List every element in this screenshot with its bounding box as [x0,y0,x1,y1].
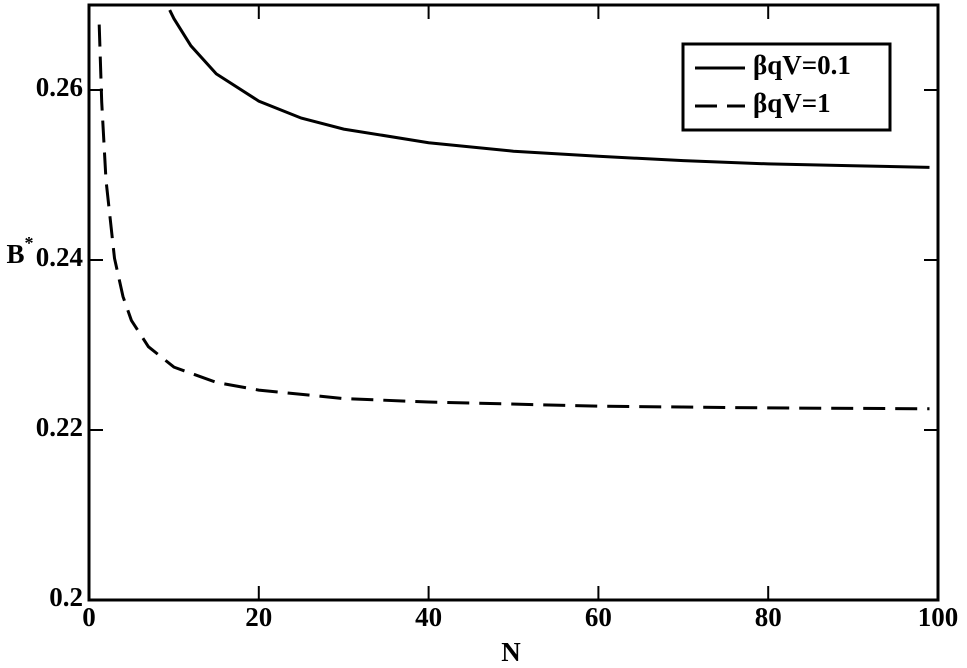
x-tick-label: 40 [415,602,442,632]
y-label-base: B [6,239,24,269]
plot-frame [87,3,940,602]
x-axis-label: N [501,637,521,667]
y-tick-label: 0.24 [36,242,83,272]
legend-box [681,42,892,132]
y-tick-label: 0.26 [36,72,83,102]
legend-label: βqV=1 [753,88,831,118]
x-tick-label: 100 [918,602,959,632]
y-axis-label: B* [6,233,33,269]
x-tick-label: 60 [585,602,612,632]
x-tick-label: 20 [245,602,272,632]
legend-label: βqV=0.1 [753,50,851,80]
series-line [97,24,930,411]
x-tick-label: 80 [755,602,782,632]
y-tick-label: 0.22 [36,412,83,442]
series-line [168,9,930,169]
x-tick-label: 0 [82,602,96,632]
y-label-superscript: * [25,233,34,253]
y-tick-label: 0.2 [49,582,83,612]
